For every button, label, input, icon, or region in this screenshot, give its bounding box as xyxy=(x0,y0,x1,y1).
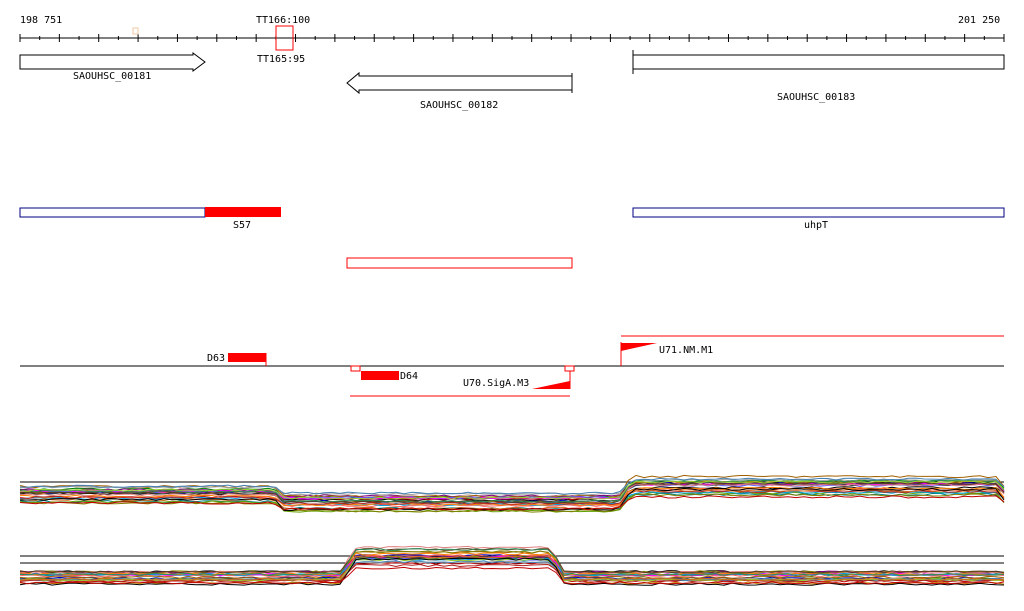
ruler-marker-label: TT166:100 xyxy=(256,15,310,26)
gene-track: SAOUHSC_00181 SAOUHSC_00182 SAOUHSC_0018… xyxy=(19,50,1005,111)
gene-saouhsc-00182[interactable]: SAOUHSC_00182 xyxy=(346,71,573,111)
ruler-ticks xyxy=(19,34,1005,42)
coordinate-ruler: 198 751 201 250 TT166:100 TT165:95 xyxy=(19,15,1005,65)
feature-u70[interactable]: U70.SigA.M3 xyxy=(350,365,575,397)
expression-line xyxy=(19,550,1005,574)
expression-line xyxy=(19,548,1005,577)
region-outline-box[interactable] xyxy=(346,257,573,269)
feature-u70-label: U70.SigA.M3 xyxy=(463,378,529,389)
annotation-s57-bar[interactable] xyxy=(205,207,281,217)
expression-line xyxy=(19,488,1005,510)
feature-d64[interactable]: D64 xyxy=(350,365,418,382)
expression-line xyxy=(19,480,1005,500)
expression-line xyxy=(19,560,1005,582)
expression-track-lower xyxy=(19,545,1005,586)
feature-u71[interactable]: U71.NM.M1 xyxy=(620,335,1004,366)
expression-line xyxy=(19,563,1005,583)
expression-track-upper xyxy=(19,474,1005,513)
expression-lines xyxy=(19,474,1005,513)
annotation-bar-outline[interactable] xyxy=(19,207,206,218)
expression-line xyxy=(19,495,1005,511)
gene-label: SAOUHSC_00182 xyxy=(420,100,498,111)
ruler-end-label: 201 250 xyxy=(958,15,1000,26)
expression-line xyxy=(19,555,1005,582)
expression-line xyxy=(19,477,1005,495)
gene-saouhsc-00181[interactable]: SAOUHSC_00181 xyxy=(19,52,206,82)
annotation-uhpt-label: uhpT xyxy=(804,220,828,231)
expression-line xyxy=(19,478,1005,496)
feature-track: D63 D64 U70.SigA.M3 U71.NM.M1 xyxy=(20,335,1004,397)
feature-d63-label: D63 xyxy=(207,353,225,364)
expression-line xyxy=(19,566,1005,585)
expression-line xyxy=(19,479,1005,503)
feature-d64-label: D64 xyxy=(400,371,418,382)
feature-d63[interactable]: D63 xyxy=(207,353,267,366)
annotation-s57-label: S57 xyxy=(233,220,251,231)
gene-label: SAOUHSC_00183 xyxy=(777,92,855,103)
expression-line xyxy=(19,557,1005,586)
expression-line xyxy=(19,489,1005,506)
ruler-start-label: 198 751 xyxy=(20,15,62,26)
feature-u71-label: U71.NM.M1 xyxy=(659,345,713,356)
annotation-track: S57 uhpT xyxy=(19,207,1005,269)
annotation-uhpt-bar[interactable] xyxy=(632,207,1005,218)
gene-label: SAOUHSC_00181 xyxy=(73,71,151,82)
ruler-small-marker xyxy=(132,27,139,35)
expression-lines xyxy=(19,545,1005,586)
expression-line xyxy=(19,558,1005,582)
gene-saouhsc-00183[interactable]: SAOUHSC_00183 xyxy=(632,50,1005,103)
ruler-marker-box[interactable] xyxy=(275,25,294,51)
ruler-marker-sub-label: TT165:95 xyxy=(257,54,305,65)
expression-line xyxy=(19,560,1005,582)
